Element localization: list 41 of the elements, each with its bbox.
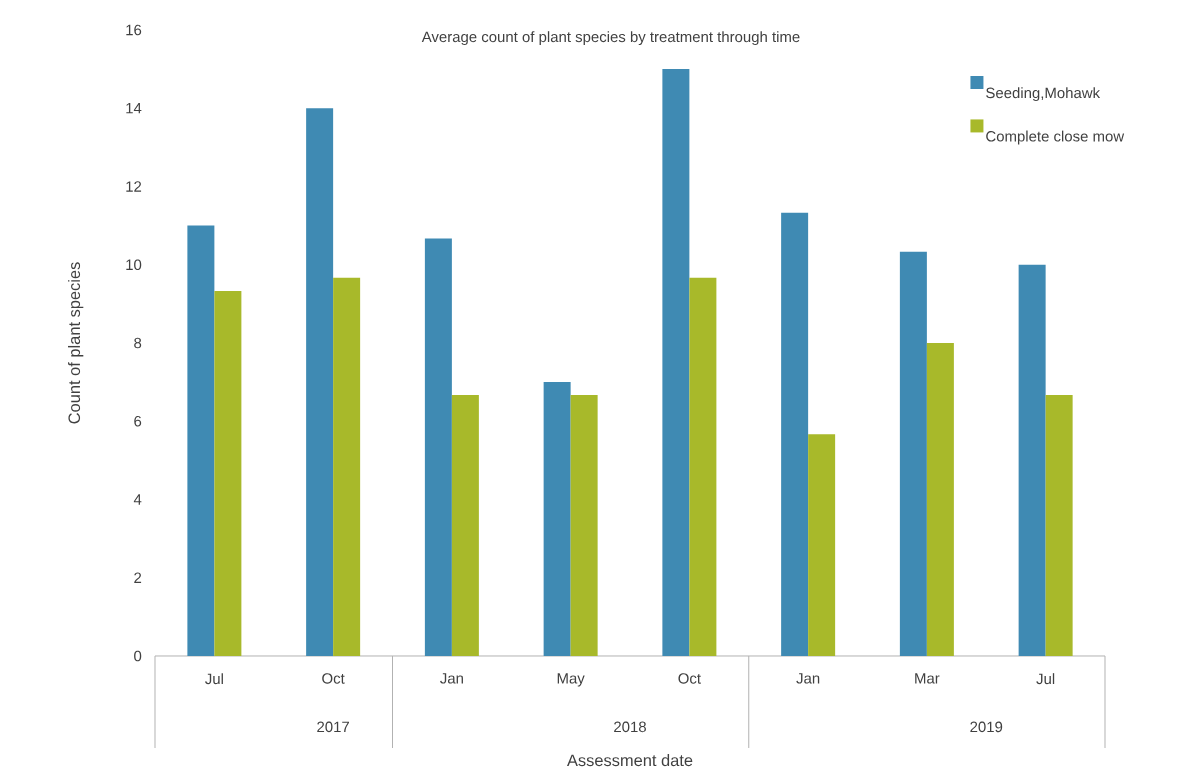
bar <box>451 395 479 656</box>
chart-title: Average count of plant species by treatment through time <box>421 31 800 46</box>
x-axis-title: Assessment date <box>566 754 693 767</box>
y-tick-label: 16 <box>126 24 142 36</box>
y-tick-label: 14 <box>126 103 142 114</box>
x-tick-label: Jul <box>205 673 223 685</box>
legend-label: Seeding,Mohawk <box>986 87 1101 102</box>
bar <box>187 225 215 656</box>
x-tick-label: Mar <box>915 673 940 684</box>
y-tick-label: 10 <box>126 259 142 271</box>
x-tick-label: Oct <box>322 673 345 684</box>
x-tick-label: Jan <box>440 673 463 684</box>
y-tick-label: 12 <box>126 181 142 192</box>
x-tick-label: Jul <box>1036 673 1055 685</box>
bar <box>306 108 334 656</box>
bar <box>808 434 836 656</box>
y-tick-label: 0 <box>134 650 142 662</box>
y-tick-label: 2 <box>134 572 142 583</box>
bar <box>424 238 452 656</box>
text: 2019 <box>970 721 1003 733</box>
bar <box>1045 395 1073 656</box>
bar <box>926 342 954 656</box>
bar <box>689 277 717 656</box>
legend-label: Complete close mow <box>986 130 1125 145</box>
bar <box>214 290 242 656</box>
y-tick-label: 8 <box>134 337 142 349</box>
x-tick-label: Oct <box>678 673 701 684</box>
bar <box>899 251 927 656</box>
x-tick-label: May <box>557 673 585 687</box>
text: 2018 <box>614 721 646 733</box>
bar <box>543 382 571 656</box>
bar <box>662 69 690 656</box>
bar <box>333 277 361 656</box>
bar <box>570 395 598 656</box>
y-axis-title: Count of plant species <box>68 262 84 424</box>
x-tick-label: Jan <box>796 673 820 684</box>
y-tick-label: 6 <box>134 415 142 427</box>
bar <box>1018 264 1046 656</box>
y-tick-label: 4 <box>133 494 142 505</box>
bar <box>781 212 809 656</box>
text: 2017 <box>317 721 349 733</box>
